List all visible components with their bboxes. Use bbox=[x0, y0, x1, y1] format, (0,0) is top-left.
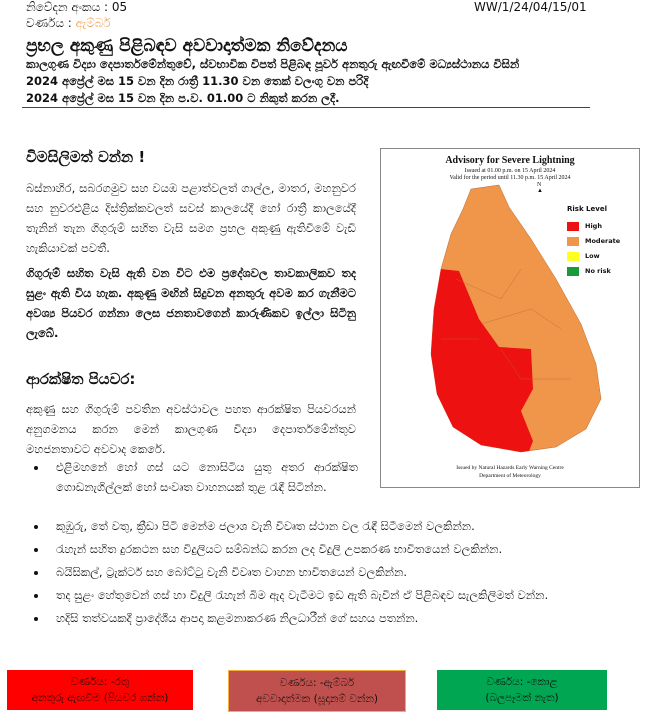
notice-number: නිවේදන අංකය : 05 bbox=[26, 0, 128, 14]
list-item: රැහැන් සහිත දුරකථන සහ විදුලියට සම්බන්ධ ක… bbox=[48, 539, 590, 559]
district-borders bbox=[441, 268, 571, 380]
legend-item-no-risk: No risk bbox=[567, 264, 620, 279]
alert-paragraph-1: බස්නාහිර, සබරගමුව සහ වයඹ පළාත්වලත් ගාල්ල… bbox=[26, 181, 356, 255]
level-box-red: වර්ණය: -රතු අනතුරු ඇඟවීම (පියවර ගන්න) bbox=[7, 670, 193, 710]
list-item: තද සුළං හේතුවෙන් ගස් හා විදුලි රැහැන් බි… bbox=[48, 585, 590, 605]
issuer-lines: කාලගුණ විද්‍යා දෙපාර්තමේන්තුවේ, ස්වභාවික… bbox=[26, 56, 626, 107]
map-valid: Valid for the period until 11.30 p.m. 15… bbox=[449, 175, 571, 181]
level-label: වර්ණය : bbox=[26, 16, 76, 30]
list-item: එළිමහනේ හෝ ගස් යට නොසිටිය යුතු අතර ආරක්ෂ… bbox=[48, 457, 358, 497]
alert-paragraph-2: ගිගුරුම් සහිත වැසි ඇති වන විට එම ප්‍රදේශ… bbox=[26, 266, 356, 340]
map-graphic bbox=[430, 184, 602, 453]
list-item: හදිසි තත්වයකදී ප්‍රාදේශීය ආපදා කළමනාකරණ … bbox=[48, 608, 590, 628]
level-value: ඇම්බර් bbox=[75, 16, 111, 30]
legend-item-moderate: Moderate bbox=[567, 234, 620, 249]
map-footer-1: Issued by Natural Hazards Early Warning … bbox=[456, 465, 564, 471]
precautions-list-a: එළිමහනේ හෝ ගස් යට නොසිටිය යුතු අතර ආරක්ෂ… bbox=[28, 457, 358, 500]
issued-line: 2024 අප්‍රේල් මස 15 වන දින ප.ව. 01.00 ට … bbox=[26, 91, 340, 105]
map-footer-2: Department of Meteorology bbox=[479, 473, 541, 479]
map-legend: High Moderate Low No risk bbox=[567, 219, 620, 279]
reference-number: WW/1/24/04/15/01 bbox=[474, 0, 587, 14]
validity-line: 2024 අප්‍රේල් මස 15 වන දින රාත්‍රී 11.30… bbox=[26, 74, 369, 88]
map-issued: Issued at 01.00 p.m. on 15 April 2024 bbox=[464, 168, 556, 174]
island-high-region bbox=[431, 267, 533, 452]
level-line: වර්ණය : ඇම්බර් bbox=[26, 16, 111, 31]
list-item: කුඹුරු, තේ වතු, ක්‍රීඩා පිටි මෙන්ම ජලාශ … bbox=[48, 516, 590, 536]
level-box-amber: වර්ණය: -ඇම්බර් අවවාදාත්මක (සූදානම් වන්න) bbox=[228, 670, 406, 712]
level-box-green: වර්ණය: -කොළ (බලපෑමක් නැත) bbox=[437, 670, 607, 710]
divider bbox=[22, 107, 590, 108]
issuer-line: කාලගුණ විද්‍යා දෙපාර්තමේන්තුවේ, ස්වභාවික… bbox=[26, 57, 520, 71]
precautions-heading: ආරක්ෂිත පියවර: bbox=[26, 370, 136, 388]
precautions-list-b: කුඹුරු, තේ වතු, ක්‍රීඩා පිටි මෙන්ම ජලාශ … bbox=[28, 516, 590, 631]
legend-item-low: Low bbox=[567, 249, 620, 264]
north-arrow-icon: N ▲ bbox=[537, 182, 543, 194]
lightning-risk-map: Advisory for Severe Lightning Issued at … bbox=[380, 148, 640, 488]
alert-heading: විමසිලිමත් වන්න ! bbox=[26, 148, 146, 166]
map-title: Advisory for Severe Lightning bbox=[445, 155, 575, 166]
legend-title: Risk Level bbox=[567, 205, 607, 213]
legend-item-high: High bbox=[567, 219, 620, 234]
list-item: බයිසිකල්, ට්‍රැක්ටර් සහ බෝට්ටු වැනි විවෘ… bbox=[48, 562, 590, 582]
precautions-intro: අකුණු සහ ගිගුරුම් පවතින අවස්ථාවල පහත ආරක… bbox=[26, 402, 356, 456]
page-title: ප්‍රභල අකුණු පිළිබඳව අවවාදාත්මක නිවේදනය bbox=[26, 36, 348, 56]
